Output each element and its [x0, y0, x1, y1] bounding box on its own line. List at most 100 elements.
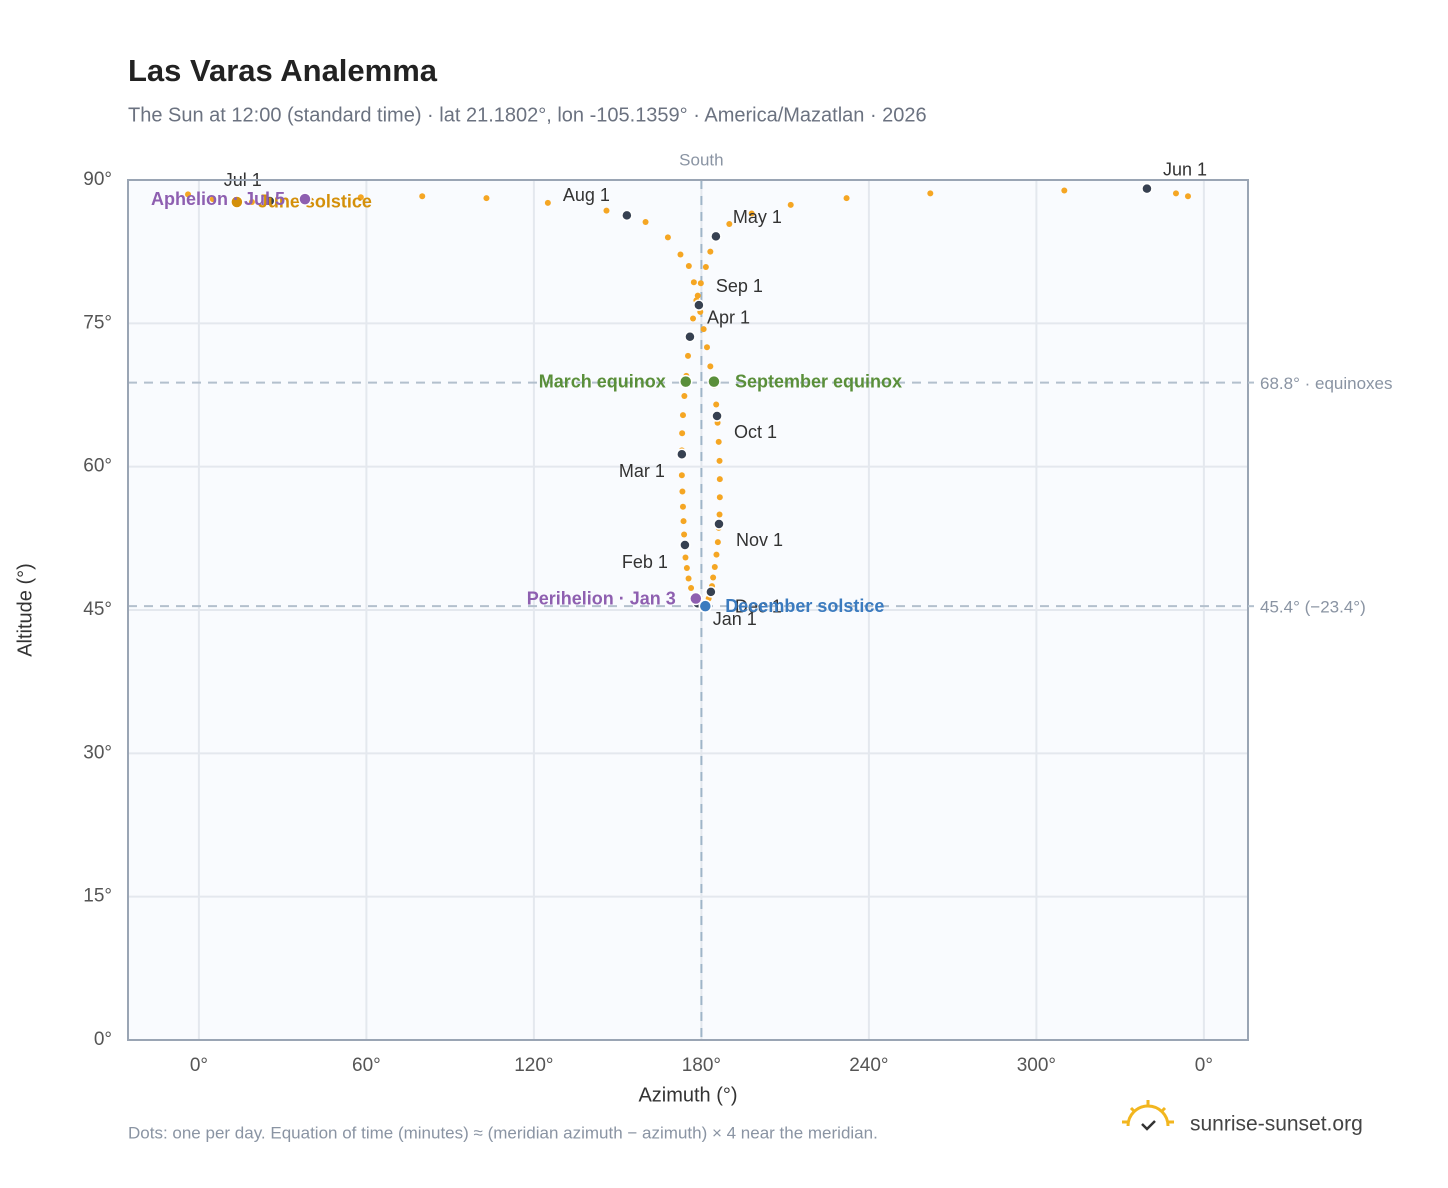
month-label: Oct 1 [734, 422, 777, 442]
day-dot [680, 518, 687, 525]
event-label: March equinox [539, 371, 666, 391]
day-dot [716, 457, 723, 464]
day-dot [685, 352, 691, 359]
day-dot [681, 531, 688, 538]
month-marker [710, 230, 722, 243]
month-label: Mar 1 [619, 461, 665, 481]
event-marker [707, 374, 721, 389]
month-marker [713, 518, 725, 530]
day-dot [681, 392, 688, 399]
month-label: Apr 1 [707, 307, 750, 327]
y-tick-label: 45° [83, 599, 112, 620]
day-dot [678, 472, 685, 479]
day-dot [748, 210, 755, 217]
month-label: Jan 1 [713, 609, 757, 629]
day-dot [713, 401, 720, 408]
month-marker [711, 410, 723, 422]
day-dot [690, 315, 697, 322]
month-label: Feb 1 [622, 552, 668, 572]
day-dot [700, 326, 707, 333]
day-dot [679, 488, 686, 495]
day-dot [714, 539, 721, 546]
x-tick-label: 0° [1195, 1055, 1213, 1076]
event-label: September equinox [735, 371, 902, 391]
day-dot [716, 511, 723, 518]
day-dot [677, 251, 684, 258]
x-tick-label: 300° [1017, 1055, 1056, 1076]
y-axis-title: Altitude (°) [14, 563, 36, 657]
event-label: June solstice [258, 192, 372, 212]
month-marker [684, 330, 696, 343]
chart-subtitle: The Sun at 12:00 (standard time) · lat 2… [128, 104, 927, 126]
reference-label: South [679, 150, 723, 169]
x-tick-label: 120° [514, 1055, 553, 1076]
event-marker [298, 192, 312, 206]
y-tick-label: 60° [83, 456, 112, 477]
month-marker [621, 209, 633, 222]
day-dot [1184, 193, 1191, 200]
event-marker [230, 195, 244, 209]
event-marker [698, 599, 713, 613]
day-dot [702, 263, 709, 270]
event-label: Perihelion · Jan 3 [527, 588, 676, 608]
day-dot [713, 551, 720, 558]
y-tick-label: 0° [94, 1029, 112, 1050]
y-tick-label: 15° [83, 886, 112, 907]
month-marker [679, 539, 691, 551]
day-dot [711, 564, 718, 570]
day-dot [248, 198, 255, 205]
day-dot [685, 263, 692, 269]
month-label: Aug 1 [563, 185, 610, 205]
day-dot [1061, 187, 1068, 194]
month-label: May 1 [733, 207, 782, 227]
x-tick-label: 60° [352, 1055, 381, 1076]
day-dot [683, 564, 690, 571]
event-marker [679, 374, 693, 389]
chart-title: Las Varas Analemma [128, 53, 438, 88]
event-marker [689, 591, 703, 606]
day-dot [679, 430, 686, 437]
day-dot [843, 195, 850, 202]
brand-logo [1122, 1100, 1174, 1131]
day-dot [787, 201, 794, 208]
y-tick-label: 75° [83, 312, 112, 333]
y-tick-label: 90° [83, 169, 112, 190]
month-label: Dec 1 [735, 597, 782, 617]
month-label: Jun 1 [1163, 159, 1207, 179]
day-dot [679, 503, 686, 510]
day-dot [603, 207, 610, 214]
day-dot [707, 363, 714, 370]
day-dot [707, 248, 714, 255]
day-dot [694, 292, 701, 299]
month-marker [1141, 182, 1153, 195]
plot-border [127, 179, 1249, 1041]
day-dot [690, 279, 697, 286]
day-dot [716, 476, 723, 483]
month-marker [693, 299, 705, 311]
day-dot [703, 344, 710, 351]
day-dot [697, 280, 704, 287]
event-label: Aphelion · Jul 5 [151, 189, 285, 209]
day-dot [716, 494, 723, 501]
x-axis-title: Azimuth (°) [638, 1084, 737, 1106]
month-marker [676, 448, 688, 460]
day-dot [688, 585, 695, 592]
day-dot [710, 574, 717, 581]
day-dot [685, 575, 692, 582]
x-tick-label: 0° [190, 1055, 208, 1076]
month-label: Nov 1 [736, 530, 783, 550]
day-dot [927, 190, 934, 197]
day-dot [419, 193, 426, 200]
x-tick-label: 180° [682, 1055, 721, 1076]
event-label: December solstice [725, 596, 884, 616]
y-tick-label: 30° [83, 742, 112, 763]
month-marker [264, 195, 276, 207]
day-dot [185, 191, 192, 198]
day-dot [209, 196, 216, 203]
x-tick-label: 240° [849, 1055, 888, 1076]
day-dot [679, 412, 686, 419]
day-dot [357, 194, 364, 201]
day-dot [664, 234, 671, 241]
